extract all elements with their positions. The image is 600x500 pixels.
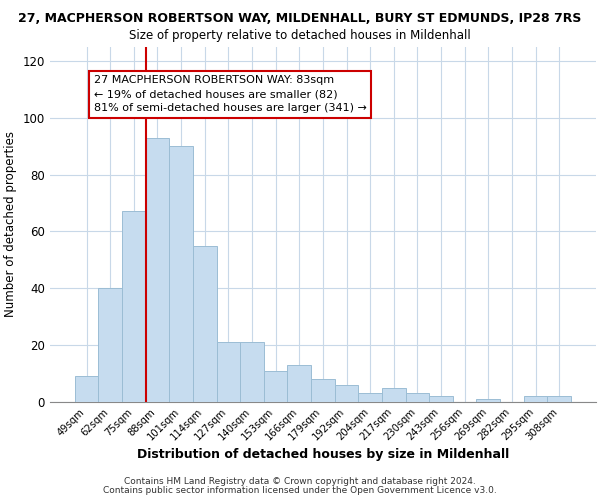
Bar xyxy=(406,394,429,402)
Bar xyxy=(240,342,264,402)
Bar xyxy=(476,399,500,402)
Bar xyxy=(429,396,453,402)
X-axis label: Distribution of detached houses by size in Mildenhall: Distribution of detached houses by size … xyxy=(137,448,509,461)
Text: Size of property relative to detached houses in Mildenhall: Size of property relative to detached ho… xyxy=(129,29,471,42)
Bar xyxy=(264,370,287,402)
Bar xyxy=(358,394,382,402)
Bar xyxy=(122,212,146,402)
Bar xyxy=(217,342,240,402)
Bar xyxy=(287,365,311,402)
Bar xyxy=(335,384,358,402)
Bar xyxy=(98,288,122,402)
Text: Contains public sector information licensed under the Open Government Licence v3: Contains public sector information licen… xyxy=(103,486,497,495)
Bar xyxy=(524,396,547,402)
Bar xyxy=(547,396,571,402)
Bar xyxy=(382,388,406,402)
Bar xyxy=(311,379,335,402)
Bar xyxy=(169,146,193,402)
Text: Contains HM Land Registry data © Crown copyright and database right 2024.: Contains HM Land Registry data © Crown c… xyxy=(124,477,476,486)
Y-axis label: Number of detached properties: Number of detached properties xyxy=(4,131,17,317)
Text: 27, MACPHERSON ROBERTSON WAY, MILDENHALL, BURY ST EDMUNDS, IP28 7RS: 27, MACPHERSON ROBERTSON WAY, MILDENHALL… xyxy=(19,12,581,26)
Bar xyxy=(193,246,217,402)
Bar xyxy=(146,138,169,402)
Bar xyxy=(75,376,98,402)
Text: 27 MACPHERSON ROBERTSON WAY: 83sqm
← 19% of detached houses are smaller (82)
81%: 27 MACPHERSON ROBERTSON WAY: 83sqm ← 19%… xyxy=(94,75,367,113)
